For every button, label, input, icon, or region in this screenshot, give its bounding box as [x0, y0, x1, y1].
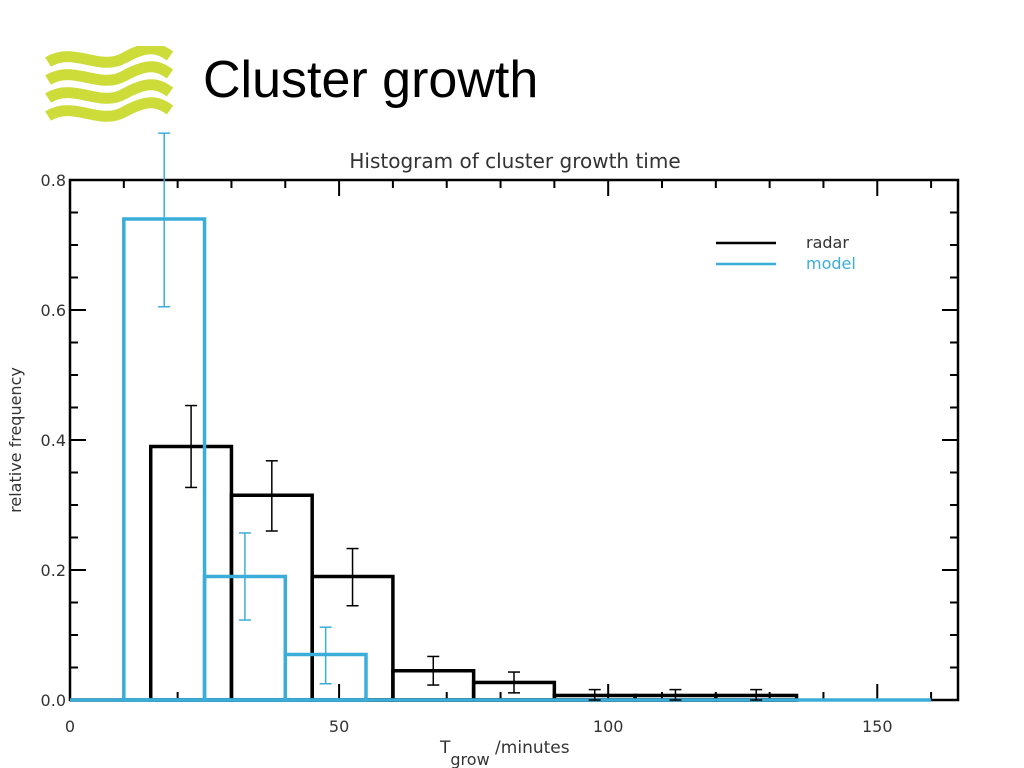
wave-bands-logo-icon: [44, 43, 174, 130]
axis-tick-labels: 0 50 100 150 0.0 0.2 0.4 0.6 0.8: [41, 171, 893, 736]
chart-legend: radar model: [716, 233, 856, 273]
error-bar-radar: [265, 460, 278, 532]
y-tick-label: 0.6: [41, 301, 66, 320]
error-bar-radar: [508, 671, 520, 694]
y-tick-label: 0.2: [41, 561, 66, 580]
y-tick-label: 0.8: [41, 171, 66, 190]
y-tick-label: 0.0: [41, 691, 66, 710]
x-tick-label: 0: [65, 717, 75, 736]
error-bar-radar: [750, 688, 763, 701]
error-bar-radar: [346, 547, 359, 607]
x-axis-label-units: /minutes: [490, 738, 570, 758]
error-bar-radar: [185, 404, 198, 489]
error-bar-radar: [427, 655, 440, 686]
legend-label-radar: radar: [806, 233, 849, 252]
error-bar-model: [319, 626, 332, 685]
x-tick-label: 50: [329, 717, 349, 736]
error-bar-model: [238, 532, 251, 621]
x-tick-label: 100: [593, 717, 624, 736]
y-tick-label: 0.4: [41, 431, 66, 450]
logo-band-2: [45, 79, 174, 104]
logo-band-1: [45, 61, 174, 86]
histogram-series: [70, 217, 932, 702]
error-bars: [158, 132, 763, 701]
error-bar-radar: [588, 688, 601, 701]
slide-title: Cluster growth: [203, 51, 539, 109]
x-axis-label-subscript: grow: [450, 750, 489, 768]
error-bar-model: [158, 132, 171, 308]
x-tick-label: 150: [862, 717, 893, 736]
legend-label-model: model: [806, 254, 856, 273]
error-bar-radar: [669, 688, 682, 701]
x-axis-label-main: T: [439, 738, 451, 758]
x-axis-label: Tgrow /minutes: [439, 738, 570, 768]
logo-band-0: [45, 43, 174, 68]
logo-band-3: [45, 97, 174, 122]
chart-title: Histogram of cluster growth time: [349, 149, 680, 173]
y-axis-label: relative frequency: [6, 367, 25, 513]
